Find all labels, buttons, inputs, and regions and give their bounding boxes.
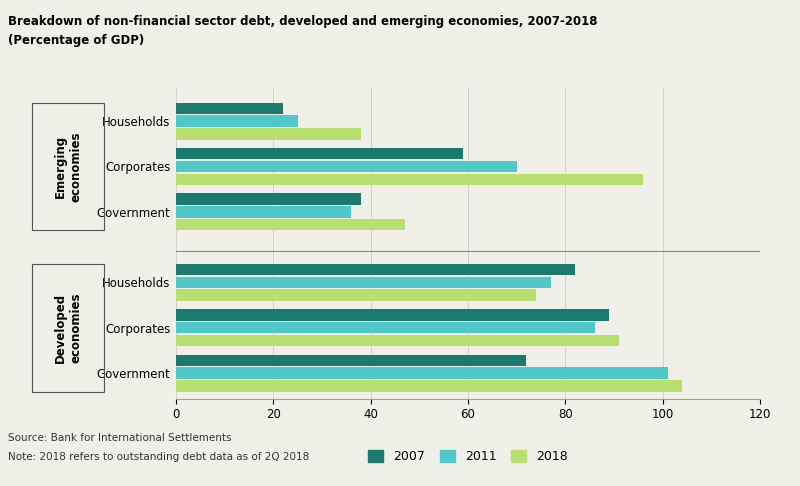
Text: Breakdown of non-financial sector debt, developed and emerging economies, 2007-2: Breakdown of non-financial sector debt, … bbox=[8, 15, 598, 28]
Bar bbox=[176, 206, 351, 218]
Bar bbox=[176, 115, 298, 127]
Text: Emerging
economies: Emerging economies bbox=[54, 131, 82, 202]
Bar bbox=[176, 380, 682, 392]
Bar bbox=[176, 128, 361, 139]
Text: Source: Bank for International Settlements: Source: Bank for International Settlemen… bbox=[8, 433, 231, 443]
Bar bbox=[176, 264, 575, 275]
Bar bbox=[176, 174, 643, 185]
Bar bbox=[176, 148, 463, 159]
Bar bbox=[176, 277, 550, 288]
Text: (Percentage of GDP): (Percentage of GDP) bbox=[8, 34, 144, 47]
Bar bbox=[176, 309, 609, 321]
Bar bbox=[176, 193, 361, 205]
Bar bbox=[176, 103, 283, 114]
Bar bbox=[176, 335, 619, 347]
Bar bbox=[176, 367, 667, 379]
Bar bbox=[176, 290, 536, 301]
Legend: 2007, 2011, 2018: 2007, 2011, 2018 bbox=[363, 445, 573, 469]
Bar bbox=[176, 161, 517, 172]
Bar bbox=[176, 322, 594, 333]
Text: Developed
economies: Developed economies bbox=[54, 293, 82, 363]
Text: Note: 2018 refers to outstanding debt data as of 2Q 2018: Note: 2018 refers to outstanding debt da… bbox=[8, 452, 310, 462]
Bar bbox=[176, 355, 526, 366]
Bar bbox=[176, 219, 405, 230]
